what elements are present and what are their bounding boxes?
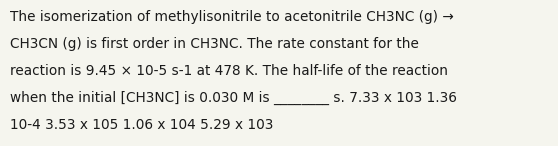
Text: reaction is 9.45 × 10-5 s-1 at 478 K. The half-life of the reaction: reaction is 9.45 × 10-5 s-1 at 478 K. Th… — [10, 64, 448, 78]
Text: CH3CN (g) is first order in CH3NC. The rate constant for the: CH3CN (g) is first order in CH3NC. The r… — [10, 37, 419, 51]
Text: The isomerization of methylisonitrile to acetonitrile CH3NC (g) →: The isomerization of methylisonitrile to… — [10, 10, 454, 24]
Text: 10-4 3.53 x 105 1.06 x 104 5.29 x 103: 10-4 3.53 x 105 1.06 x 104 5.29 x 103 — [10, 118, 273, 132]
Text: when the initial [CH3NC] is 0.030 M is ________ s. 7.33 x 103 1.36: when the initial [CH3NC] is 0.030 M is _… — [10, 91, 457, 105]
